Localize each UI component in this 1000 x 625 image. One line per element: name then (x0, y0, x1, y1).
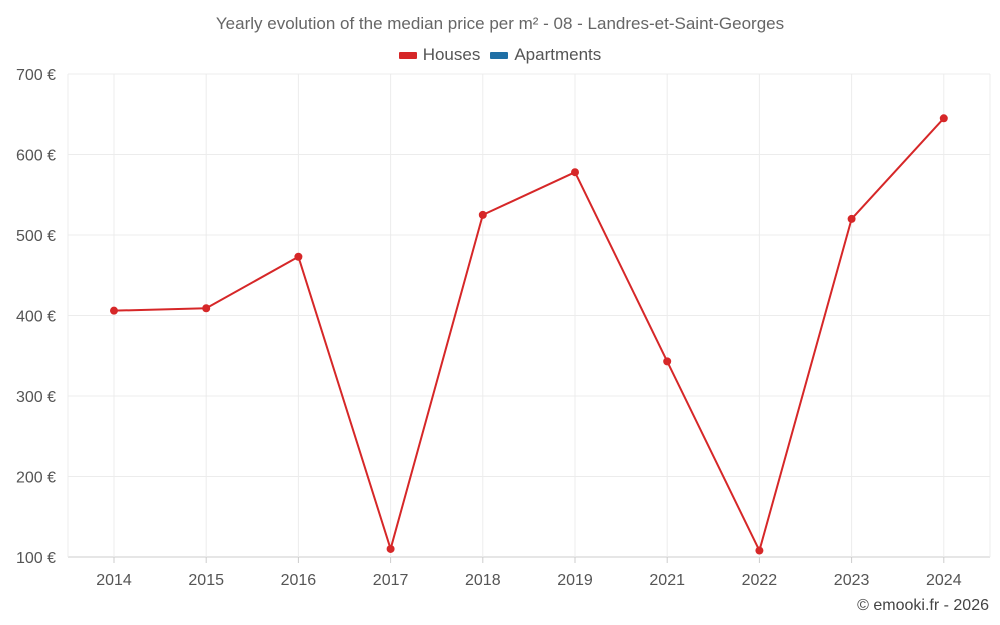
x-tick-label: 2017 (373, 572, 409, 589)
y-tick-label: 600 € (16, 148, 56, 165)
legend-swatch-apartments (490, 51, 509, 59)
y-tick-label: 200 € (16, 470, 56, 487)
data-point (478, 210, 487, 219)
data-point (294, 252, 303, 261)
x-tick-label: 2021 (649, 572, 685, 589)
x-tick-label: 2015 (188, 572, 224, 589)
y-tick-label: 400 € (16, 309, 56, 326)
data-point (847, 214, 856, 223)
y-tick-label: 700 € (16, 67, 56, 84)
legend-item-apartments[interactable]: Apartments (490, 45, 601, 65)
data-point (386, 544, 395, 553)
data-point (571, 168, 579, 177)
credit-text: © emooki.fr - 2026 (857, 597, 989, 614)
legend-item-houses[interactable]: Houses (398, 45, 481, 65)
x-tick-label: 2019 (557, 572, 593, 589)
legend-swatch-houses (398, 51, 417, 59)
data-point (755, 546, 764, 555)
legend-label-apartments: Apartments (514, 45, 602, 64)
chart-title: Yearly evolution of the median price per… (215, 14, 785, 33)
x-tick-label: 2018 (465, 572, 501, 589)
legend-label-houses: Houses (422, 45, 481, 64)
legend: Houses Apartments (0, 45, 1000, 65)
x-tick-label: 2016 (281, 572, 317, 589)
series-line-houses (113, 117, 945, 552)
y-tick-label: 500 € (16, 228, 56, 245)
y-tick-label: 100 € (16, 550, 56, 567)
x-tick-label: 2022 (742, 572, 778, 589)
y-tick-label: 300 € (16, 389, 56, 406)
data-point (202, 304, 211, 313)
x-tick-label: 2014 (96, 572, 132, 589)
data-point (663, 357, 672, 366)
data-point (110, 306, 118, 315)
data-point (939, 114, 948, 123)
x-tick-label: 2024 (926, 572, 962, 589)
x-tick-label: 2023 (834, 572, 870, 589)
